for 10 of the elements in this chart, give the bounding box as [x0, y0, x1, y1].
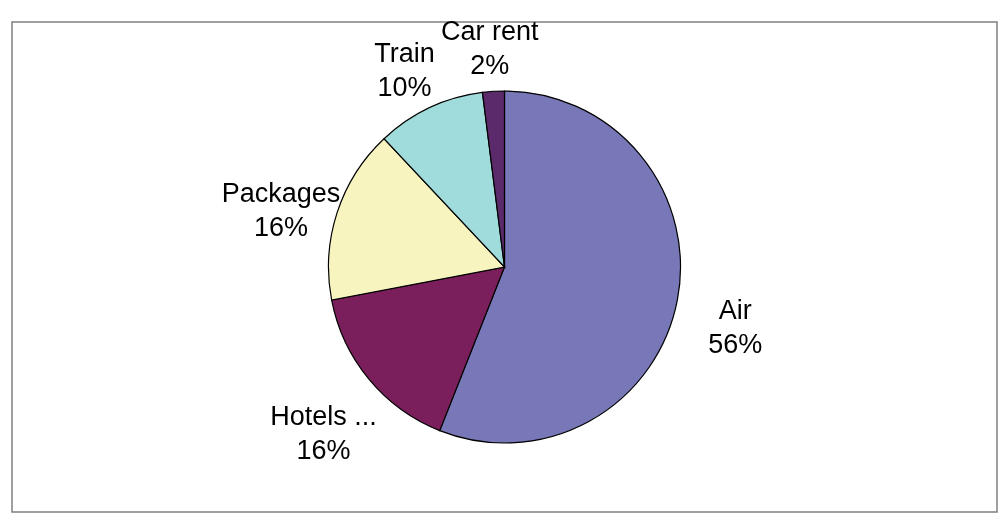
slice-label: Car rent — [440, 16, 539, 47]
slice-label: Hotels ... — [270, 400, 377, 431]
slice-label: Air — [718, 295, 752, 326]
data-label: 2% — [470, 50, 510, 81]
data-label: 16% — [253, 212, 309, 243]
slice-label: Packages — [221, 178, 341, 209]
slice-label: Train — [374, 38, 435, 69]
data-label: 56% — [708, 329, 763, 360]
data-label: 10% — [377, 72, 432, 103]
data-label: 16% — [296, 434, 351, 465]
